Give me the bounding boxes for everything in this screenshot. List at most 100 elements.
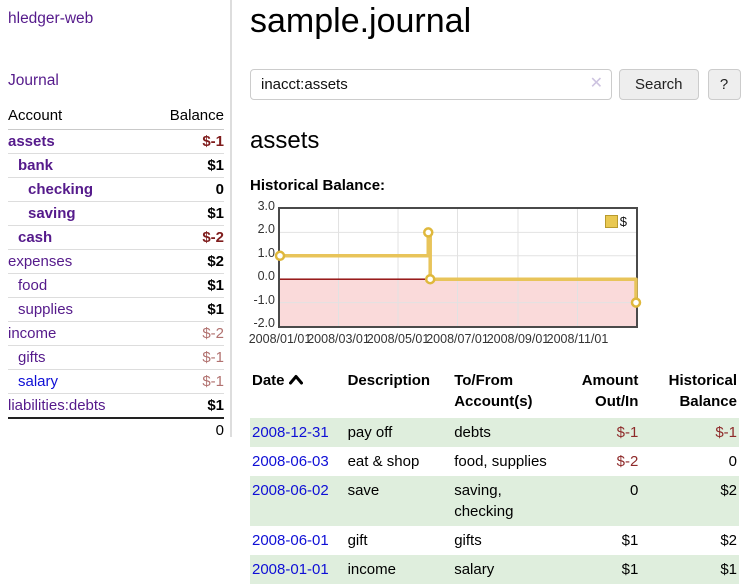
main-content: sample.journal ✕ Search ? assets Histori… (232, 0, 742, 584)
register-header-date[interactable]: Date (250, 368, 346, 418)
transaction-description: pay off (347, 424, 393, 441)
register-header-balance: Historical Balance (668, 372, 737, 410)
account-link[interactable]: food (18, 277, 48, 294)
register-header-description: Description (347, 372, 431, 389)
legend-swatch-icon (604, 215, 618, 228)
account-link[interactable]: liabilities:debts (8, 397, 106, 414)
transaction-accounts: salary (454, 561, 495, 578)
transaction-date-link[interactable]: 2008-06-03 (252, 453, 329, 470)
transaction-row: 2008-06-01 gift gifts $1 $2 (250, 526, 739, 555)
account-balance: $-2 (202, 325, 224, 342)
transaction-amount: $1 (621, 561, 639, 578)
transaction-accounts: food, supplies (454, 453, 547, 470)
transaction-date-link[interactable]: 2008-06-02 (252, 482, 329, 499)
search-button[interactable]: Search (619, 69, 699, 100)
data-point-marker (423, 227, 434, 238)
account-row: liabilities:debts $1 (8, 393, 224, 419)
x-axis-tick-label: 2008/09/01 (486, 332, 550, 346)
accounts-total-row: 0 (8, 417, 224, 442)
chart-canvas (274, 209, 642, 326)
transaction-description: eat & shop (347, 453, 420, 470)
sidebar: hledger-web Journal Account Balance asse… (0, 0, 232, 442)
account-row: supplies $1 (8, 297, 224, 322)
transaction-amount: 0 (630, 482, 639, 499)
balance-chart: $ 3.0 2.0 1.0 0.0 -1.0 -2.0 2008/01/01 2008/03/… (249, 199, 730, 348)
account-balance: $-1 (202, 133, 224, 150)
transaction-description: gift (347, 532, 368, 549)
search-bar: ✕ Search ? (250, 69, 741, 100)
account-balance: $-1 (202, 349, 224, 366)
account-row: expenses $2 (8, 249, 224, 274)
transaction-accounts: debts (454, 424, 491, 441)
account-link[interactable]: cash (18, 229, 53, 246)
accounts-table: Account Balance assets $-1 bank $1 checking 0… (8, 104, 224, 442)
account-row: salary $-1 (8, 369, 224, 394)
sidebar-item-journal[interactable]: Journal (8, 72, 59, 89)
account-balance: $1 (207, 205, 224, 222)
account-link[interactable]: expenses (8, 253, 73, 270)
account-row: income $-2 (8, 321, 224, 346)
transaction-balance: $2 (720, 532, 737, 549)
account-balance: $1 (207, 157, 224, 174)
transaction-date-link[interactable]: 2008-01-01 (252, 561, 329, 578)
account-link[interactable]: salary (18, 373, 59, 390)
search-input[interactable] (250, 69, 612, 100)
help-button[interactable]: ? (707, 69, 741, 100)
x-axis-tick-label: 2008/03/01 (307, 332, 370, 346)
register-header-amount: Amount Out/In (581, 372, 639, 410)
page-title: sample.journal (250, 2, 472, 40)
transaction-amount: $-2 (616, 453, 639, 470)
account-link[interactable]: bank (18, 157, 54, 174)
account-balance: $1 (207, 301, 224, 318)
account-link[interactable]: saving (28, 205, 76, 222)
y-axis-tick-label: 0.0 (257, 269, 275, 284)
account-balance: 0 (215, 181, 224, 198)
y-axis-tick-label: -2.0 (253, 316, 275, 330)
x-axis-tick-label: 2008/11/01 (546, 332, 609, 346)
data-point-marker (630, 297, 642, 308)
transaction-row: 2008-01-01 income salary $1 $1 (250, 555, 739, 584)
y-axis-tick-label: 2.0 (257, 222, 275, 237)
account-balance: $1 (207, 397, 224, 414)
transaction-description: save (347, 482, 380, 499)
transaction-balance: $-1 (715, 424, 737, 441)
transaction-row: 2008-06-03 eat & shop food, supplies $-2 0 (250, 447, 739, 476)
account-row: food $1 (8, 273, 224, 298)
transaction-balance: $2 (720, 482, 737, 499)
account-row: bank $1 (8, 153, 224, 178)
data-point-marker (274, 250, 286, 262)
transaction-amount: $1 (621, 532, 639, 549)
transaction-row: 2008-06-02 save saving, checking 0 $2 (250, 476, 739, 526)
transaction-amount: $-1 (616, 424, 639, 441)
account-row: cash $-2 (8, 225, 224, 250)
account-link[interactable]: assets (8, 133, 55, 150)
transaction-balance: $1 (720, 561, 737, 578)
x-axis-tick-label: 2008/05/01 (366, 332, 430, 346)
account-row: gifts $-1 (8, 345, 224, 370)
account-row: saving $1 (8, 201, 224, 226)
y-axis-tick-label: 1.0 (257, 245, 275, 260)
register-table: Date Description To/From Account(s) Amou… (250, 368, 739, 584)
legend-label: $ (619, 214, 627, 229)
transaction-row: 2008-12-31 pay off debts $-1 $-1 (250, 418, 739, 447)
accounts-header-balance: Balance (146, 104, 224, 130)
transaction-balance: 0 (728, 453, 737, 470)
clear-search-icon[interactable]: ✕ (589, 75, 603, 92)
account-heading: assets (250, 127, 320, 154)
account-link[interactable]: supplies (18, 301, 74, 318)
account-link[interactable]: income (8, 325, 57, 342)
sort-ascending-icon (288, 375, 303, 385)
chart-title: Historical Balance: (250, 177, 386, 194)
account-balance: $1 (207, 277, 224, 294)
chart-legend: $ (604, 214, 627, 229)
account-balance: $-1 (202, 373, 224, 390)
app-title-link[interactable]: hledger-web (8, 10, 94, 27)
account-link[interactable]: gifts (18, 349, 46, 366)
transaction-date-link[interactable]: 2008-06-01 (252, 532, 329, 549)
account-link[interactable]: checking (28, 181, 94, 198)
transaction-accounts: gifts (454, 532, 482, 549)
y-axis-tick-label: 3.0 (257, 199, 275, 213)
account-row: checking 0 (8, 177, 224, 202)
transaction-date-link[interactable]: 2008-12-31 (252, 424, 329, 441)
